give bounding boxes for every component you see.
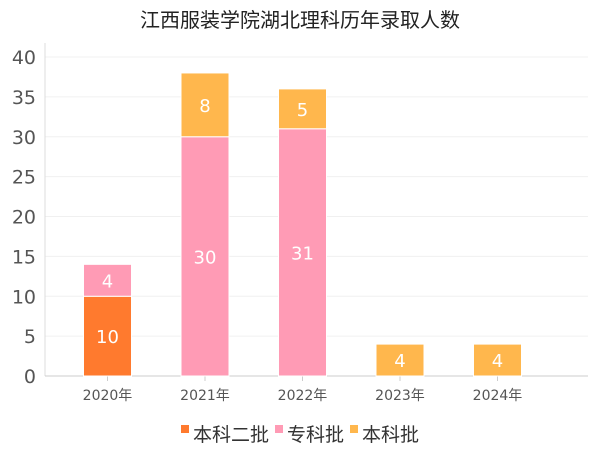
bar-segment[interactable] — [375, 343, 425, 377]
y-tick-label: 5 — [24, 326, 36, 348]
bar-value-label: 8 — [199, 96, 210, 117]
legend-swatch — [350, 425, 358, 433]
chart-title: 江西服装学院湖北理科历年录取人数 — [140, 8, 460, 32]
bar-value-label: 31 — [291, 243, 314, 264]
legend-label: 专科批 — [287, 424, 344, 446]
bar-segment[interactable] — [180, 72, 230, 138]
legend[interactable]: 本科二批 专科批 本科批 — [181, 424, 419, 446]
y-tick-label: 25 — [12, 167, 36, 189]
x-tick-label: 2020年 — [83, 388, 133, 404]
x-tick-label: 2022年 — [278, 388, 328, 404]
bar-value-label: 30 — [194, 247, 217, 268]
y-tick-label: 15 — [12, 246, 36, 268]
bar-value-label: 4 — [492, 351, 503, 372]
y-tick-label: 30 — [12, 127, 36, 149]
bar-segment[interactable] — [278, 128, 327, 377]
bar-value-label: 4 — [102, 271, 113, 292]
bar-value-label: 4 — [394, 351, 405, 372]
x-tick-label: 2024年 — [473, 388, 523, 404]
y-tick-label: 40 — [12, 47, 36, 69]
y-tick-label: 10 — [12, 286, 36, 308]
bar-segment[interactable] — [278, 88, 327, 130]
legend-item[interactable]: 专科批 — [275, 424, 344, 446]
bars — [83, 72, 522, 377]
y-tick-label: 35 — [12, 87, 36, 109]
legend-swatch — [275, 425, 283, 433]
bar-value-label: 10 — [96, 327, 119, 348]
legend-item[interactable]: 本科批 — [350, 424, 419, 446]
x-tick-label: 2021年 — [180, 388, 230, 404]
bar-segment[interactable] — [83, 263, 132, 297]
x-tick-label: 2023年 — [375, 388, 425, 404]
y-tick-label: 0 — [24, 366, 36, 388]
legend-swatch — [181, 425, 189, 433]
bar-segment[interactable] — [83, 295, 132, 377]
bar-segment[interactable] — [473, 343, 522, 377]
bar-value-label: 5 — [297, 100, 308, 121]
legend-item[interactable]: 本科二批 — [181, 424, 269, 446]
bar-segment[interactable] — [180, 136, 230, 377]
y-tick-label: 20 — [12, 207, 36, 229]
legend-label: 本科批 — [362, 424, 419, 446]
legend-label: 本科二批 — [193, 424, 269, 446]
